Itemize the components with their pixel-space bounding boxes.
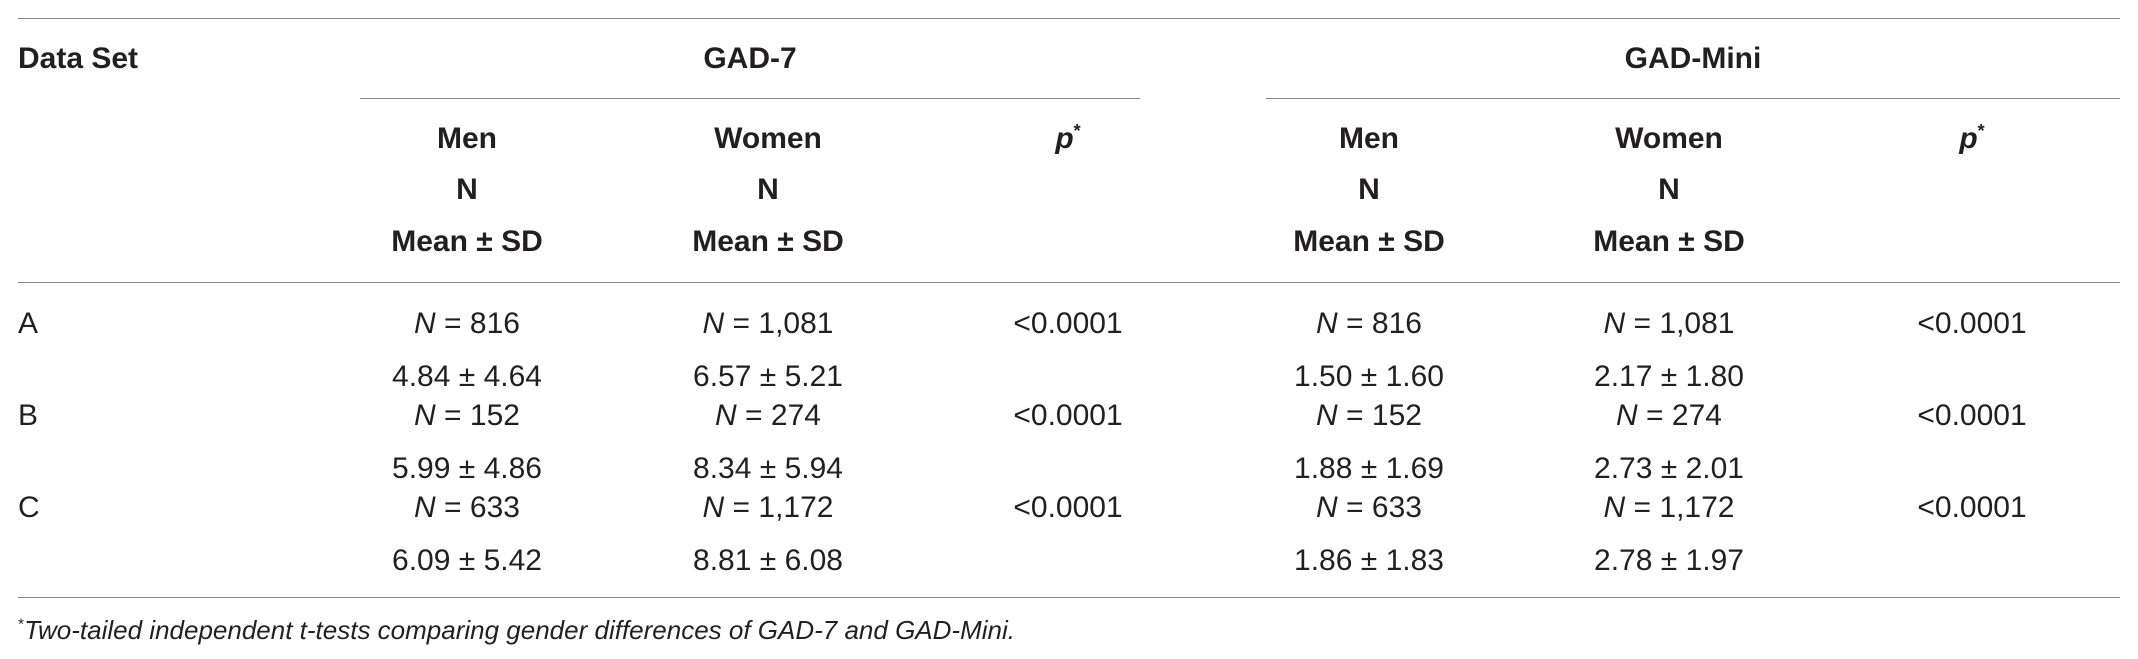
gadmini-men-n: N = 152 xyxy=(1316,398,1422,434)
gad7-men-header: Men xyxy=(437,122,497,155)
row-label: B xyxy=(18,399,39,432)
n-symbol: N xyxy=(715,399,737,432)
gadmini-p-value: <0.0001 xyxy=(1917,307,2027,340)
n-symbol: N xyxy=(1616,399,1638,432)
gad7-women-n: N = 1,081 xyxy=(703,306,834,342)
header-bottom-rule xyxy=(18,282,2120,283)
n-symbol: N xyxy=(702,491,725,524)
gadmini-women-n: N = 274 xyxy=(1616,398,1722,434)
gad7-men-mean-sd: 5.99 ± 4.86 xyxy=(392,452,542,485)
gadmini-women-n-header: N xyxy=(1658,173,1680,206)
table-top-rule xyxy=(18,18,2120,19)
gad7-women-mean-sd: 8.81 ± 6.08 xyxy=(693,544,843,577)
n-symbol: N xyxy=(702,307,725,340)
gad7-women-header: Women xyxy=(714,122,822,155)
gadmini-men-header: Men xyxy=(1339,122,1399,155)
gad7-men-n: N = 633 xyxy=(414,490,520,526)
n-symbol: N xyxy=(1603,307,1626,340)
n-value: = 1,172 xyxy=(1633,491,1735,524)
n-symbol: N xyxy=(1316,399,1338,432)
n-symbol: N xyxy=(414,491,436,524)
gad7-men-mean-header: Mean ± SD xyxy=(391,225,543,258)
gadmini-women-header: Women xyxy=(1615,122,1723,155)
n-value: = 633 xyxy=(444,491,520,524)
n-value: = 816 xyxy=(444,307,520,340)
n-value: = 152 xyxy=(444,399,520,432)
gadmini-p-header: p* xyxy=(1959,121,1985,155)
n-symbol: N xyxy=(1603,491,1626,524)
n-value: = 1,172 xyxy=(732,491,834,524)
gad7-men-mean-sd: 6.09 ± 5.42 xyxy=(392,544,542,577)
gadmini-women-n: N = 1,081 xyxy=(1604,306,1735,342)
gadmini-men-n: N = 816 xyxy=(1316,306,1422,342)
row-label: C xyxy=(18,491,40,524)
gadmini-men-mean-header: Mean ± SD xyxy=(1293,225,1445,258)
n-value: = 274 xyxy=(745,399,821,432)
gad7-men-n-header: N xyxy=(456,173,478,206)
table-bottom-rule xyxy=(18,597,2120,598)
n-symbol: N xyxy=(414,399,436,432)
gadmini-p-value: <0.0001 xyxy=(1917,399,2027,432)
gad7-women-n-header: N xyxy=(757,173,779,206)
gadmini-women-mean-sd: 2.73 ± 2.01 xyxy=(1594,452,1744,485)
gad7-women-mean-header: Mean ± SD xyxy=(692,225,844,258)
gadmini-men-mean-sd: 1.50 ± 1.60 xyxy=(1294,360,1444,393)
gadmini-men-n: N = 633 xyxy=(1316,490,1422,526)
gad7-group-rule xyxy=(360,98,1140,99)
n-symbol: N xyxy=(1316,307,1338,340)
gadmini-group-rule xyxy=(1266,98,2120,99)
gad7-p-header: p* xyxy=(1055,121,1081,155)
n-symbol: N xyxy=(414,307,436,340)
gad7-p-value: <0.0001 xyxy=(1013,399,1123,432)
n-value: = 816 xyxy=(1346,307,1422,340)
gadmini-women-mean-sd: 2.17 ± 1.80 xyxy=(1594,360,1744,393)
gad7-women-mean-sd: 8.34 ± 5.94 xyxy=(693,452,843,485)
gad7-women-mean-sd: 6.57 ± 5.21 xyxy=(693,360,843,393)
gadmini-women-n: N = 1,172 xyxy=(1604,490,1735,526)
gad7-p-value: <0.0001 xyxy=(1013,307,1123,340)
data-set-header: Data Set xyxy=(18,42,139,75)
gad7-p-value: <0.0001 xyxy=(1013,491,1123,524)
table-footnote: *Two-tailed independent t-tests comparin… xyxy=(18,615,1015,645)
gad7-men-mean-sd: 4.84 ± 4.64 xyxy=(392,360,542,393)
gadmini-men-n-header: N xyxy=(1358,173,1380,206)
n-value: = 152 xyxy=(1346,399,1422,432)
gadmini-women-mean-header: Mean ± SD xyxy=(1593,225,1745,258)
gad7-women-n: N = 274 xyxy=(715,398,821,434)
gadmini-men-mean-sd: 1.86 ± 1.83 xyxy=(1294,544,1444,577)
n-value: = 274 xyxy=(1646,399,1722,432)
n-value: = 1,081 xyxy=(1633,307,1735,340)
gadmini-women-mean-sd: 2.78 ± 1.97 xyxy=(1594,544,1744,577)
n-value: = 1,081 xyxy=(732,307,834,340)
gad7-group-header: GAD-7 xyxy=(703,42,797,75)
n-value: = 633 xyxy=(1346,491,1422,524)
row-label: A xyxy=(18,307,39,340)
n-symbol: N xyxy=(1316,491,1338,524)
gad7-men-n: N = 816 xyxy=(414,306,520,342)
gadmini-men-mean-sd: 1.88 ± 1.69 xyxy=(1294,452,1444,485)
gadmini-group-header: GAD-Mini xyxy=(1624,42,1762,75)
gadmini-p-value: <0.0001 xyxy=(1917,491,2027,524)
gad7-women-n: N = 1,172 xyxy=(703,490,834,526)
gad7-men-n: N = 152 xyxy=(414,398,520,434)
